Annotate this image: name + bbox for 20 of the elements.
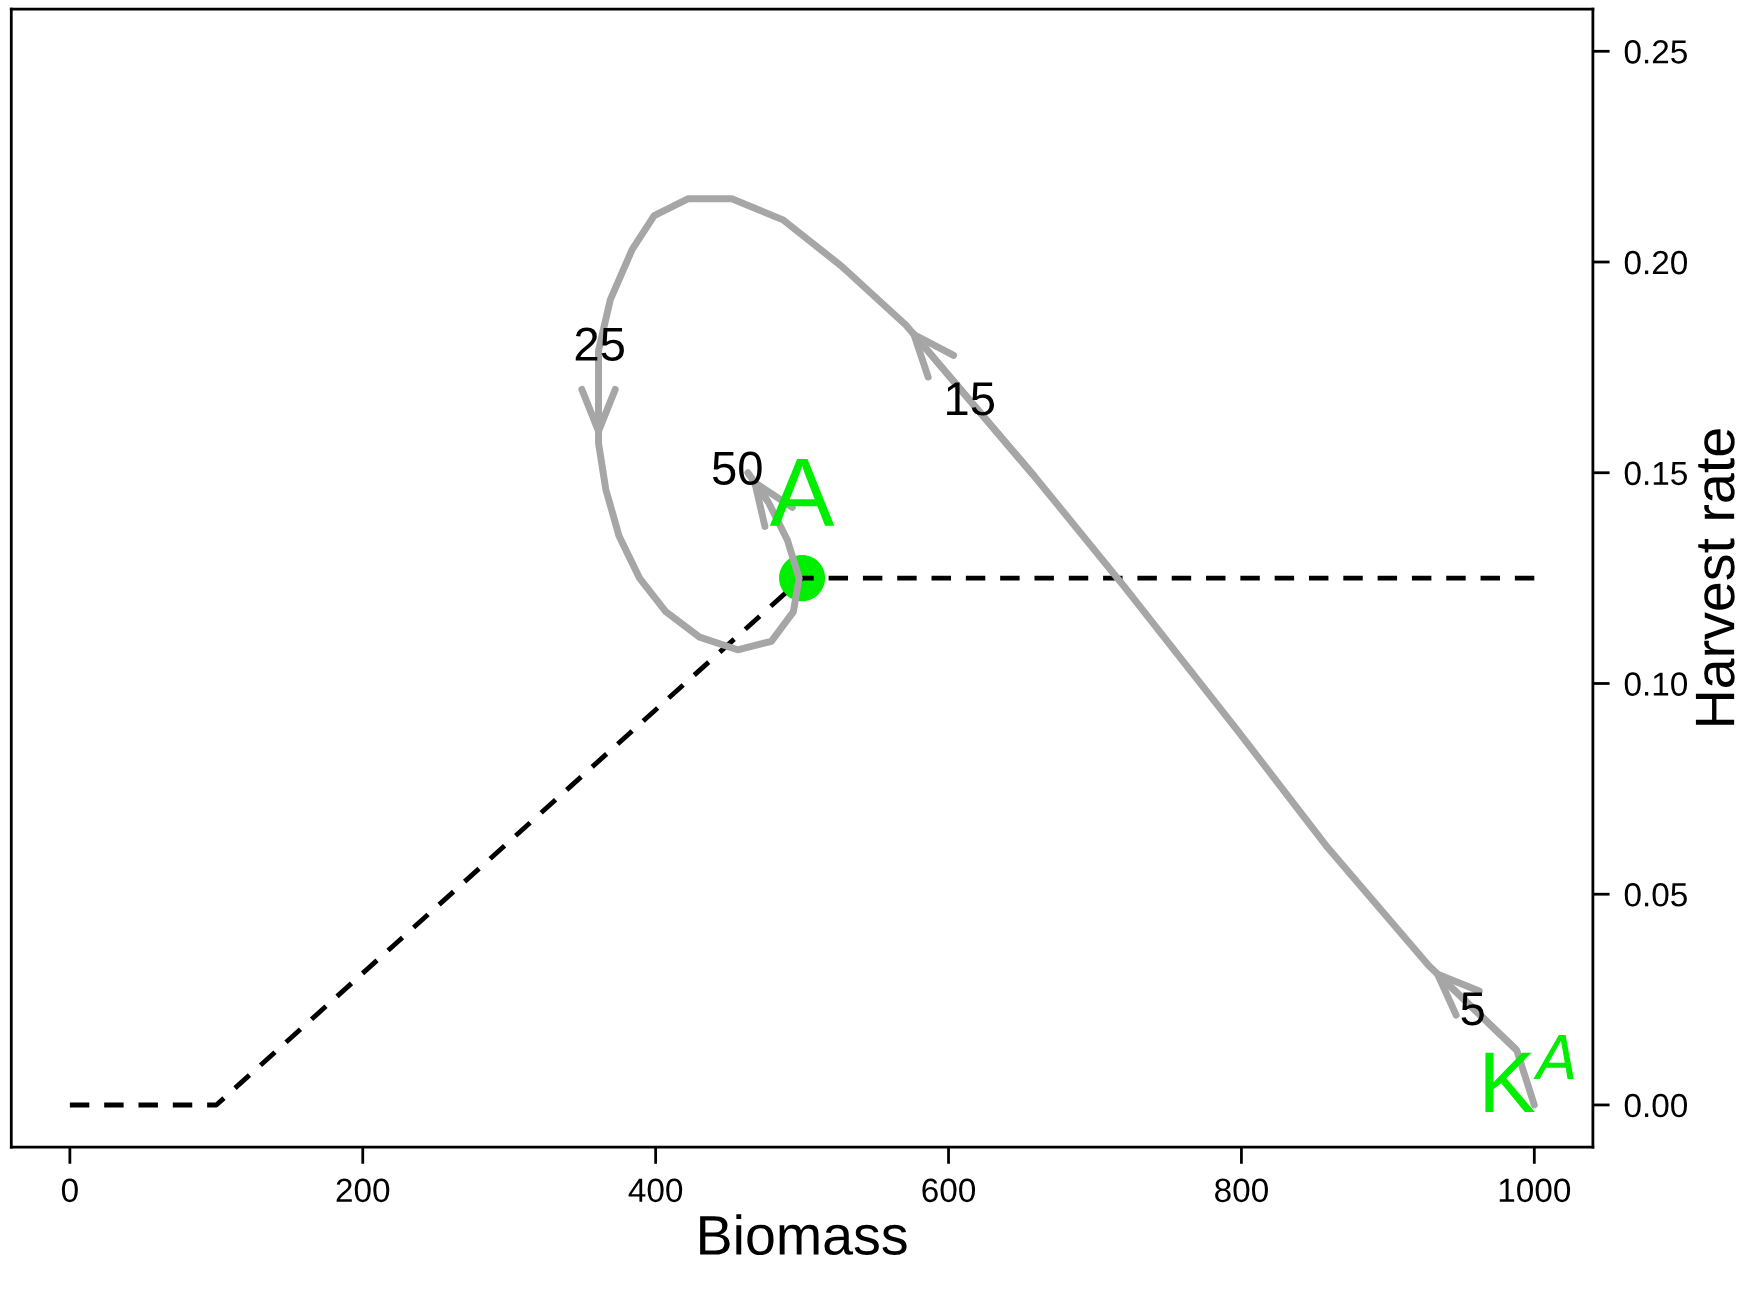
y-tick-label: 0.05 [1624,883,1687,907]
annotation: 5 [1461,992,1484,1026]
x-tick-label: 1000 [1499,1178,1571,1203]
annotation: 15 [947,382,995,416]
annotation: 25 [575,327,624,361]
x-tick-label: 0 [61,1178,78,1203]
annotation: A [769,458,835,526]
y-tick-label: 0.20 [1624,250,1688,275]
x-tick-label: 800 [1215,1178,1268,1203]
y-tick-label: 0.25 [1624,40,1687,64]
y-tick-label: 0.00 [1624,1093,1688,1118]
annotation: 50 [712,451,762,485]
y-tick-label: 0.15 [1624,461,1687,486]
annotation: K$^{A}$ [1485,1034,1574,1112]
y2-axis-title: Harvest rate [1695,429,1735,725]
x-axis-title: Biomass [700,1214,907,1256]
x-tick-label: 600 [922,1178,976,1203]
x-tick-label: 200 [336,1178,390,1203]
x-tick-label: 400 [628,1178,683,1203]
y-tick-label: 0.10 [1624,672,1688,696]
